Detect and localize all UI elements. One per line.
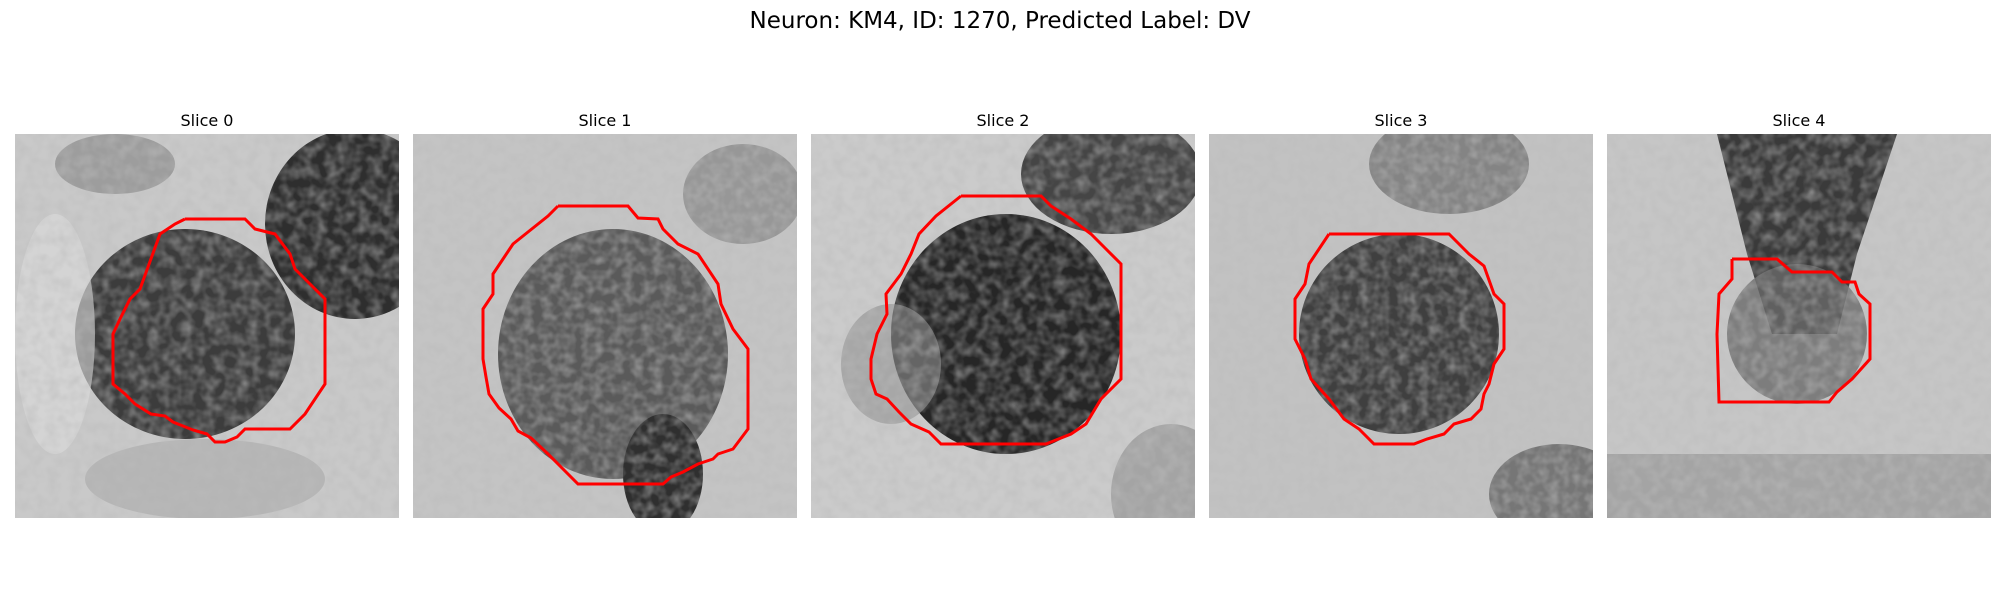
slice-panel-1: Slice 1 xyxy=(413,108,797,518)
roi-contour-2 xyxy=(869,194,1123,446)
figure-title: Neuron: KM4, ID: 1270, Predicted Label: … xyxy=(749,8,1251,34)
slice-title-1: Slice 1 xyxy=(578,111,632,130)
roi-contour-3 xyxy=(1293,232,1506,446)
slice-image-2 xyxy=(811,134,1195,518)
slice-image-1 xyxy=(413,134,797,518)
slice-title-2: Slice 2 xyxy=(976,111,1030,130)
slice-panel-0: Slice 0 xyxy=(15,108,399,518)
slice-title-4: Slice 4 xyxy=(1772,111,1826,130)
roi-contour-4 xyxy=(1715,257,1872,404)
slice-panel-3: Slice 3 xyxy=(1209,108,1593,518)
slice-title-3: Slice 3 xyxy=(1374,111,1428,130)
roi-contour-0 xyxy=(111,217,327,444)
slice-panel-4: Slice 4 xyxy=(1607,108,1991,518)
slice-panel-2: Slice 2 xyxy=(811,108,1195,518)
roi-contour-1 xyxy=(481,204,750,486)
slice-title-0: Slice 0 xyxy=(180,111,234,130)
slice-image-4 xyxy=(1607,134,1991,518)
slice-image-0 xyxy=(15,134,399,518)
slice-image-3 xyxy=(1209,134,1593,518)
